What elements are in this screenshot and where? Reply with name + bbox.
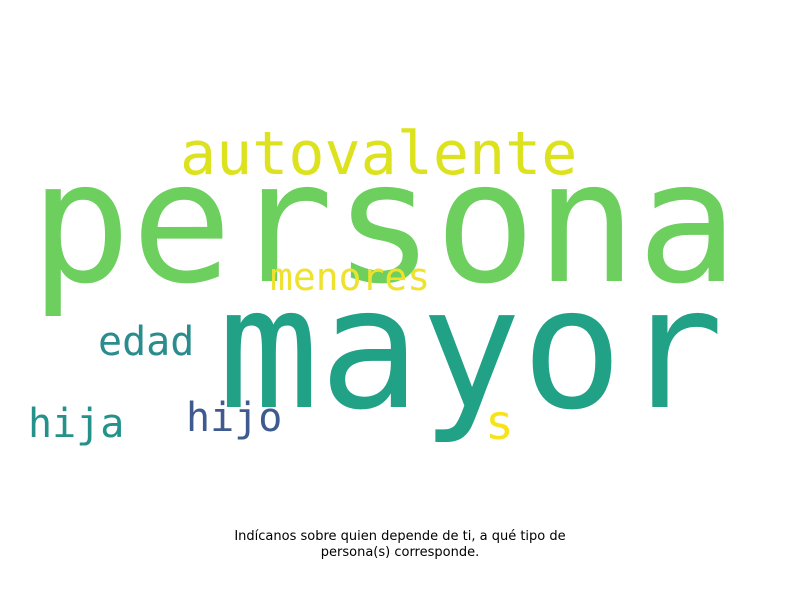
caption: Indícanos sobre quien depende de ti, a q… (200, 529, 600, 561)
word-mayor: mayor (218, 251, 724, 447)
word-menores: menores (270, 255, 431, 299)
word-persona: persona (30, 125, 739, 321)
word-autovalente: autovalente (180, 119, 578, 189)
word-edad: edad (98, 319, 195, 365)
caption-line-2: persona(s) corresponde. (320, 545, 480, 560)
word-hijo: hijo (186, 395, 283, 441)
word-s: s (485, 395, 514, 451)
caption-line-1: Indícanos sobre quien depende de ti, a q… (234, 529, 566, 544)
word-hija: hija (28, 401, 125, 447)
